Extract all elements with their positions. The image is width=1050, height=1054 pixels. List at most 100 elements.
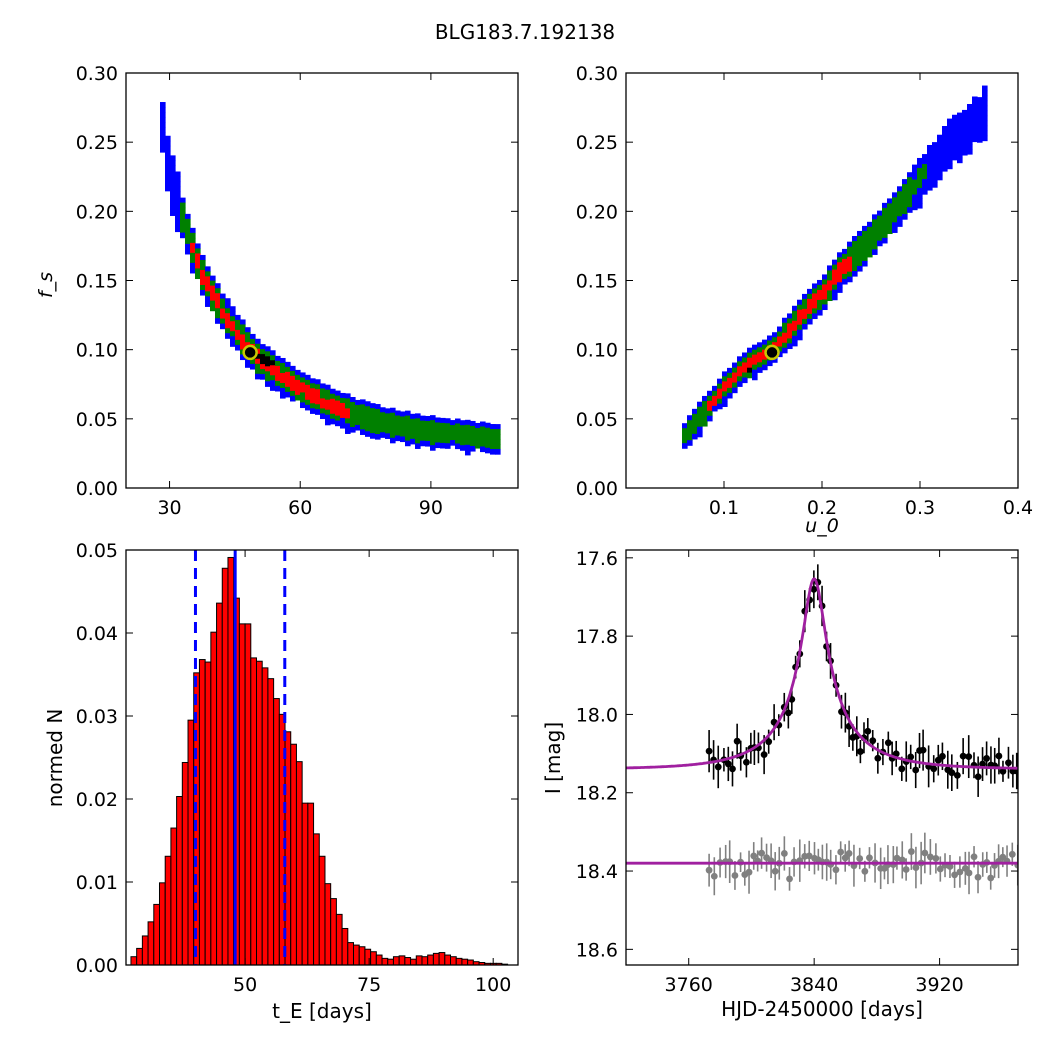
- heatmap-cell: [215, 293, 221, 299]
- x-axis-label: HJD-2450000 [days]: [721, 997, 923, 1021]
- histogram-bar: [307, 802, 315, 966]
- y-axis-label: f_s: [35, 272, 57, 298]
- x-tick-label: 0.1: [709, 497, 739, 519]
- heatmap-cell: [265, 361, 271, 367]
- heatmap-cell: [375, 414, 381, 420]
- heatmap-cell: [255, 368, 261, 375]
- heatmap-cell: [260, 374, 266, 380]
- heatmap-cell: [170, 200, 176, 206]
- heatmap-cell: [190, 267, 196, 274]
- heatmap-cell: [175, 196, 181, 203]
- heatmap-cell: [475, 432, 481, 439]
- axes-frame: [125, 549, 519, 966]
- heatmap-cell: [972, 111, 978, 118]
- heatmap-cell: [782, 337, 788, 344]
- heatmap-cell: [927, 164, 933, 171]
- heatmap-cell: [180, 232, 186, 239]
- heatmap-cell: [807, 303, 813, 310]
- offset-point: [805, 852, 813, 860]
- heatmap-cell: [757, 342, 763, 348]
- heatmap-cell: [350, 417, 356, 423]
- heatmap-cell: [897, 206, 903, 212]
- heatmap-cell: [300, 387, 306, 394]
- heatmap-cell: [827, 280, 833, 287]
- heatmap-cell: [230, 321, 236, 327]
- heatmap-cell: [947, 148, 953, 155]
- heatmap-cell: [400, 436, 406, 443]
- heatmap-cell: [470, 435, 476, 442]
- heatmap-cell: [842, 248, 848, 255]
- heatmap-cell: [210, 300, 216, 307]
- heatmap-cell: [200, 289, 206, 296]
- data-point: [760, 751, 768, 759]
- heatmap-cell: [902, 209, 908, 215]
- heatmap-cell: [852, 251, 858, 257]
- heatmap-cell: [285, 381, 291, 388]
- heatmap-cell: [927, 144, 933, 151]
- heatmap-cell: [952, 124, 958, 131]
- heatmap-cell: [842, 253, 848, 260]
- histogram-bar: [295, 761, 303, 966]
- heatmap-cell: [495, 449, 501, 455]
- heatmap-cell: [697, 426, 703, 433]
- heatmap-cell: [245, 357, 251, 363]
- heatmap-cell: [892, 207, 898, 213]
- heatmap-cell: [325, 404, 331, 411]
- heatmap-cell: [165, 135, 171, 142]
- heatmap-cell: [932, 182, 938, 188]
- heatmap-cell: [335, 400, 341, 407]
- panel-tE-histogram: 50 75 100 0.00 0.01 0.02 0.03 0.04 0.05 t_E [days…: [43, 540, 519, 1023]
- offset-point: [970, 853, 978, 861]
- heatmap-cell: [732, 362, 738, 369]
- heatmap-cell: [200, 254, 206, 261]
- offset-point: [780, 850, 788, 857]
- heatmap-cell: [490, 429, 496, 435]
- heatmap-cell: [942, 136, 948, 142]
- y-tick-label: 0.01: [76, 872, 118, 894]
- histogram-bar: [353, 944, 360, 966]
- heatmap-cell: [235, 329, 241, 336]
- offset-point: [710, 872, 718, 880]
- heatmap-cell: [420, 435, 426, 442]
- heatmap-cell: [797, 299, 803, 306]
- heatmap-cell: [255, 343, 261, 350]
- heatmap-cell: [817, 289, 823, 296]
- heatmap-cell: [862, 255, 868, 262]
- heatmap-cell: [722, 381, 728, 387]
- heatmap-cell: [722, 371, 728, 377]
- heatmap-cell: [450, 420, 456, 426]
- heatmap-cell: [787, 343, 793, 350]
- heatmap-cell: [872, 229, 878, 235]
- heatmap-cell: [942, 166, 948, 172]
- heatmap-cell: [355, 424, 361, 431]
- heatmap-cell: [872, 244, 878, 250]
- heatmap-cell: [817, 309, 823, 316]
- heatmap-cell: [325, 389, 331, 396]
- heatmap-cell: [345, 398, 351, 404]
- heatmap-cell: [215, 298, 221, 304]
- heatmap-cell: [205, 271, 211, 277]
- histogram-bar: [267, 678, 275, 966]
- heatmap-cell: [922, 159, 928, 165]
- heatmap-cell: [215, 288, 221, 294]
- histogram-bar: [381, 957, 389, 966]
- heatmap-cell: [697, 416, 703, 423]
- y-tick-label: 18.4: [576, 861, 618, 883]
- heatmap-cell: [957, 157, 963, 164]
- heatmap-cell: [460, 440, 466, 446]
- heatmap-cell: [325, 414, 331, 421]
- heatmap-cell: [817, 304, 823, 311]
- heatmap-cell: [465, 429, 471, 436]
- heatmap-cell: [942, 131, 948, 137]
- heatmap-cell: [400, 416, 406, 423]
- heatmap-cell: [852, 256, 858, 262]
- heatmap-cell: [295, 374, 301, 381]
- heatmap-cell: [707, 415, 713, 422]
- heatmap-cell: [847, 251, 853, 258]
- heatmap-cell: [817, 284, 823, 291]
- heatmap-cell: [682, 438, 688, 444]
- heatmap-cell: [460, 430, 466, 436]
- histogram-bar: [250, 657, 258, 966]
- heatmap-cell: [390, 432, 396, 439]
- heatmap-cell: [937, 144, 943, 151]
